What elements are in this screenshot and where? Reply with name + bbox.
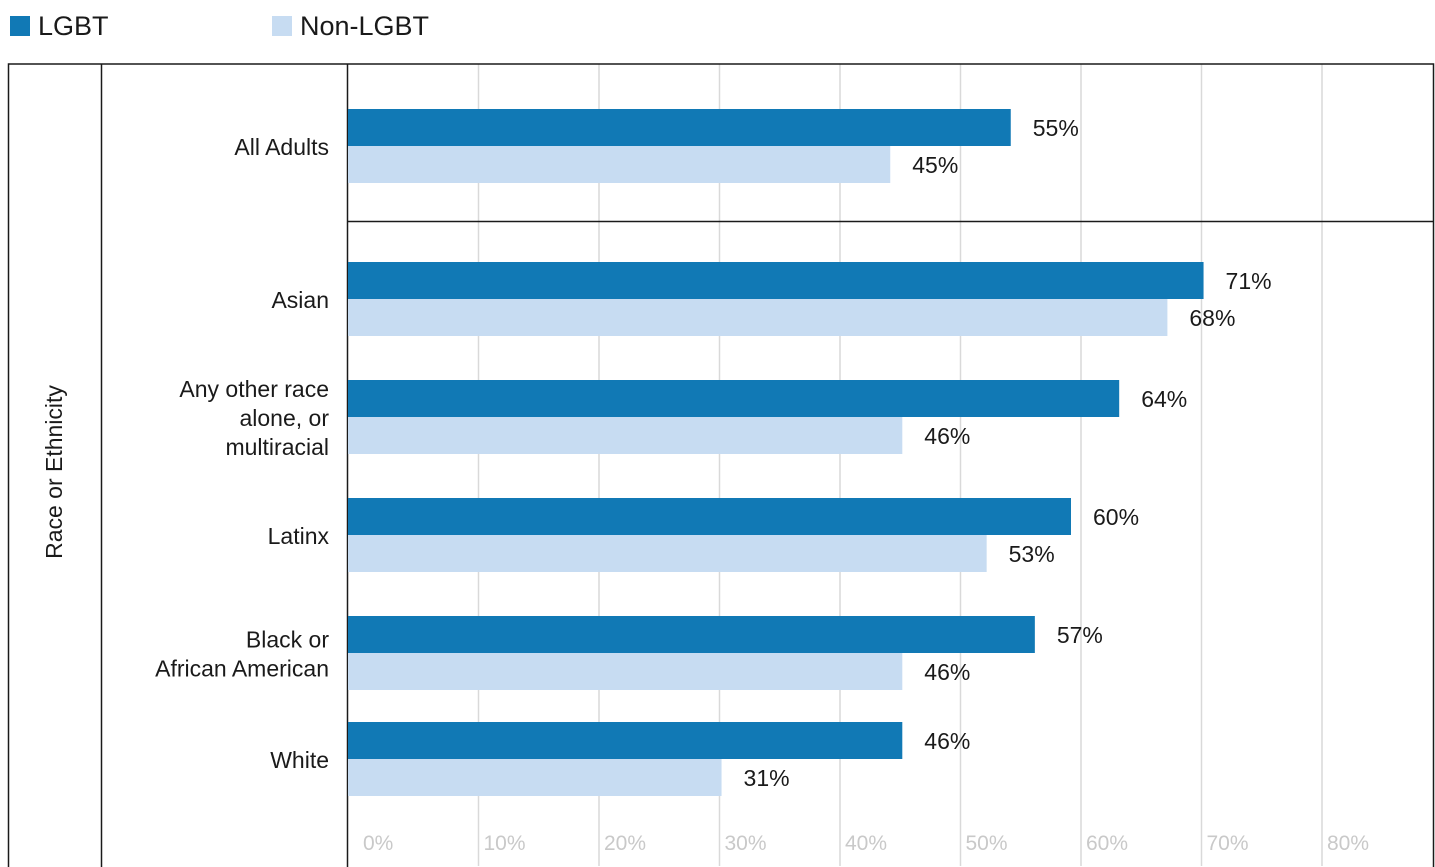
bars xyxy=(348,109,1204,796)
chart-frame xyxy=(7,63,1435,867)
category-label: Any other race alone, or multiracial xyxy=(179,376,329,460)
legend-swatch-non-lgbt xyxy=(272,16,292,36)
bar-non-lgbt xyxy=(348,535,987,572)
category-label-line: All Adults xyxy=(234,134,329,160)
category-label: All Adults xyxy=(234,134,329,160)
bar-lgbt xyxy=(348,722,903,759)
bar-non-lgbt xyxy=(348,417,903,454)
bar-value-label: 71% xyxy=(1226,268,1272,294)
category-label-line: alone, or xyxy=(239,405,329,431)
legend-label-lgbt: LGBT xyxy=(38,10,109,41)
category-label-line: White xyxy=(270,747,329,773)
bar-non-lgbt xyxy=(348,759,722,796)
bar-value-label: 68% xyxy=(1189,305,1235,331)
category-label-line: Asian xyxy=(271,287,329,313)
legend-item-lgbt: LGBT xyxy=(10,11,272,42)
bar-lgbt xyxy=(348,109,1011,146)
bar-value-label: 31% xyxy=(744,765,790,791)
bar-value-label: 57% xyxy=(1057,622,1103,648)
x-tick-label: 10% xyxy=(484,832,526,855)
x-tick-label: 80% xyxy=(1327,832,1369,855)
category-label-line: Latinx xyxy=(268,523,330,549)
category-label: Black or African American xyxy=(155,627,329,682)
category-label-line: multiracial xyxy=(225,434,329,460)
x-tick-label: 20% xyxy=(604,832,646,855)
legend: LGBT Non-LGBT xyxy=(10,8,429,44)
bar-value-label: 60% xyxy=(1093,504,1139,530)
bar-lgbt xyxy=(348,616,1035,653)
bar-value-label: 64% xyxy=(1141,386,1187,412)
category-label: Asian xyxy=(271,287,329,313)
bar-lgbt xyxy=(348,262,1204,299)
labels: 0% 10% 20% 30% 40% 50% 60% 70% 80% Race or Ethnic… xyxy=(41,115,1369,855)
x-tick-label: 0% xyxy=(363,832,393,855)
category-label: Latinx xyxy=(268,523,330,549)
legend-label-non-lgbt: Non-LGBT xyxy=(300,10,430,41)
y-axis-label: Race or Ethnicity xyxy=(41,385,67,559)
bar-value-label: 46% xyxy=(924,728,970,754)
bar-value-label: 46% xyxy=(924,423,970,449)
bar-value-label: 55% xyxy=(1033,115,1079,141)
category-label: White xyxy=(270,747,329,773)
bar-non-lgbt xyxy=(348,299,1168,336)
x-tick-label: 30% xyxy=(725,832,767,855)
bar-value-label: 53% xyxy=(1009,541,1055,567)
x-tick-label: 60% xyxy=(1086,832,1128,855)
category-label-line: African American xyxy=(155,656,329,682)
legend-swatch-lgbt xyxy=(10,16,30,36)
frame-border xyxy=(7,63,1435,867)
bar-non-lgbt xyxy=(348,653,903,690)
bar-value-label: 45% xyxy=(912,152,958,178)
bar-lgbt xyxy=(348,498,1071,535)
x-tick-label: 40% xyxy=(845,832,887,855)
x-tick-label: 70% xyxy=(1207,832,1249,855)
bar-lgbt xyxy=(348,380,1120,417)
category-label-line: Black or xyxy=(246,627,329,653)
bar-value-label: 46% xyxy=(924,659,970,685)
x-tick-label: 50% xyxy=(966,832,1008,855)
bar-non-lgbt xyxy=(348,146,891,183)
category-label-line: Any other race xyxy=(179,376,329,402)
legend-item-non-lgbt: Non-LGBT xyxy=(272,11,429,42)
